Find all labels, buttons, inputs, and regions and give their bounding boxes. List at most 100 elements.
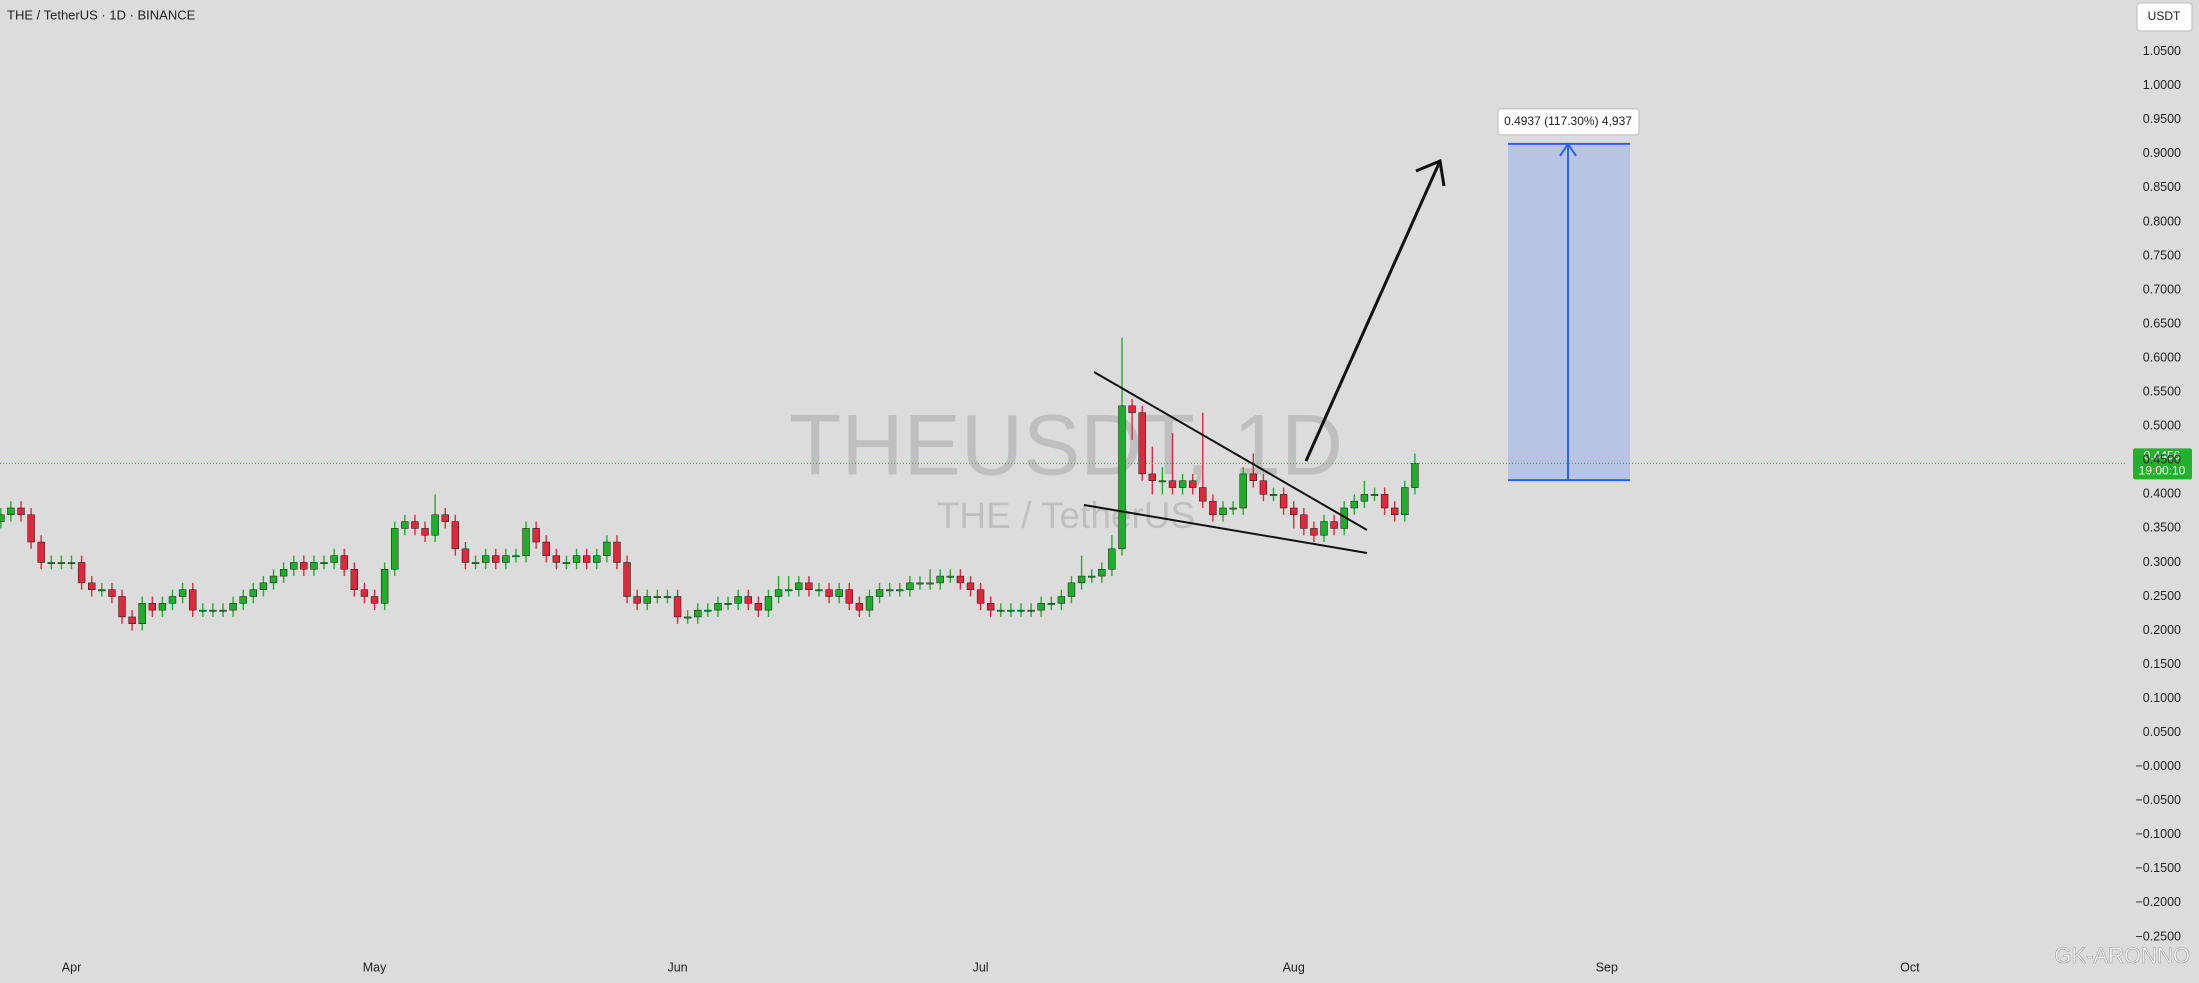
watermark-symbol: THEUSDT, 1D bbox=[789, 398, 1343, 494]
target-arrow bbox=[1304, 160, 1442, 462]
candle-body bbox=[239, 596, 247, 604]
candle-body bbox=[724, 603, 732, 605]
candle-body bbox=[1007, 609, 1015, 612]
candle-body bbox=[1178, 480, 1187, 488]
candle-body bbox=[370, 596, 379, 604]
last-price-label: 0.4456 bbox=[2144, 448, 2181, 462]
wedge-upper-line bbox=[1093, 371, 1368, 531]
candle-body bbox=[158, 603, 167, 611]
y-tick-label: 0.7000 bbox=[2143, 282, 2181, 296]
candle-body bbox=[1249, 473, 1257, 481]
candle-body bbox=[1370, 494, 1379, 496]
candle-body bbox=[704, 609, 712, 612]
candle-body bbox=[88, 582, 96, 590]
x-tick-label: Apr bbox=[62, 960, 81, 974]
y-tick-label: 0.1000 bbox=[2143, 691, 2181, 705]
author-watermark: GK-ARONNO bbox=[2054, 943, 2190, 968]
y-tick-label: 0.6500 bbox=[2143, 316, 2181, 330]
measure-label: 0.4937 (117.30%) 4,937 bbox=[1504, 114, 1632, 128]
candle-body bbox=[603, 541, 611, 556]
x-tick-label: Aug bbox=[1283, 960, 1305, 974]
candle-body bbox=[835, 589, 843, 597]
candle-body bbox=[613, 541, 621, 563]
currency-label[interactable]: USDT bbox=[2148, 9, 2181, 23]
candle-body bbox=[1269, 494, 1278, 496]
last-price-tag bbox=[2133, 448, 2192, 480]
candle-body bbox=[784, 589, 793, 592]
y-tick-label: 0.0500 bbox=[2143, 725, 2181, 739]
candle-body bbox=[128, 616, 136, 624]
candle-body bbox=[441, 514, 449, 522]
y-tick-label: −0.2000 bbox=[2135, 895, 2181, 909]
candle-body bbox=[623, 562, 631, 597]
candle-body bbox=[1108, 548, 1116, 570]
candle-body bbox=[633, 596, 641, 604]
candle-body bbox=[754, 603, 763, 611]
candle-body bbox=[936, 575, 944, 584]
y-tick-label: 0.9500 bbox=[2143, 112, 2181, 126]
y-tick-label: 1.0000 bbox=[2143, 78, 2181, 92]
candle-body bbox=[997, 609, 1005, 612]
x-tick-label: Jun bbox=[667, 960, 687, 974]
candle-body bbox=[1017, 609, 1025, 612]
candle-body bbox=[259, 582, 268, 590]
candle-body bbox=[582, 555, 591, 563]
candle-body bbox=[138, 603, 146, 624]
candle-body bbox=[471, 562, 480, 564]
candle-body bbox=[17, 507, 25, 516]
y-tick-label: 0.5000 bbox=[2143, 419, 2181, 433]
candle-body bbox=[461, 548, 470, 563]
candle-body bbox=[0, 514, 5, 522]
candle-body bbox=[1279, 494, 1288, 509]
candle-body bbox=[1158, 480, 1167, 483]
candle-body bbox=[1148, 473, 1156, 481]
candle-body bbox=[1057, 596, 1066, 604]
candle-body bbox=[714, 603, 722, 611]
candle-body bbox=[300, 562, 308, 570]
candle-body bbox=[401, 521, 409, 529]
candle-body bbox=[411, 521, 419, 529]
candle-body bbox=[1189, 480, 1197, 488]
wedge-lower-line bbox=[1083, 504, 1368, 554]
candle-body bbox=[199, 609, 207, 612]
candle-body bbox=[643, 596, 651, 604]
candle-body bbox=[1360, 494, 1369, 502]
currency-button-box[interactable] bbox=[2136, 2, 2193, 32]
candle-body bbox=[966, 582, 975, 590]
candle-body bbox=[1027, 609, 1035, 612]
candle-body bbox=[663, 596, 672, 598]
candle-body bbox=[168, 596, 177, 604]
candle-body bbox=[976, 589, 985, 604]
candle-body bbox=[1199, 487, 1207, 502]
x-tick-label: May bbox=[363, 960, 387, 974]
candle-body bbox=[148, 603, 157, 611]
candle-body bbox=[1229, 507, 1237, 510]
candle-body bbox=[875, 589, 884, 597]
candle-body bbox=[310, 562, 318, 570]
candle-body bbox=[532, 528, 540, 543]
candle-body bbox=[1290, 507, 1298, 516]
y-tick-label: −0.0500 bbox=[2135, 793, 2181, 807]
candle-body bbox=[845, 589, 853, 604]
candle-body bbox=[340, 555, 348, 570]
countdown-label: 19:00:10 bbox=[2139, 463, 2186, 477]
candle-body bbox=[1380, 494, 1389, 509]
candle-body bbox=[694, 609, 702, 618]
candle-body bbox=[330, 555, 338, 563]
candle-body bbox=[279, 569, 288, 577]
candle-body bbox=[552, 555, 561, 563]
x-tick-label: Oct bbox=[1900, 960, 1920, 974]
candle-body bbox=[219, 609, 227, 612]
y-tick-label: −0.2500 bbox=[2135, 929, 2181, 943]
y-tick-label: 0.5500 bbox=[2143, 385, 2181, 399]
currency-button[interactable]: USDT bbox=[2136, 2, 2193, 32]
candle-body bbox=[764, 596, 773, 611]
x-tick-label: Sep bbox=[1596, 960, 1618, 974]
candle-body bbox=[734, 596, 742, 604]
candle-body bbox=[7, 507, 15, 516]
y-tick-label: −0.0000 bbox=[2135, 759, 2181, 773]
candle-body bbox=[683, 616, 692, 619]
candle-body bbox=[1320, 521, 1328, 536]
candle-body bbox=[1037, 603, 1045, 611]
